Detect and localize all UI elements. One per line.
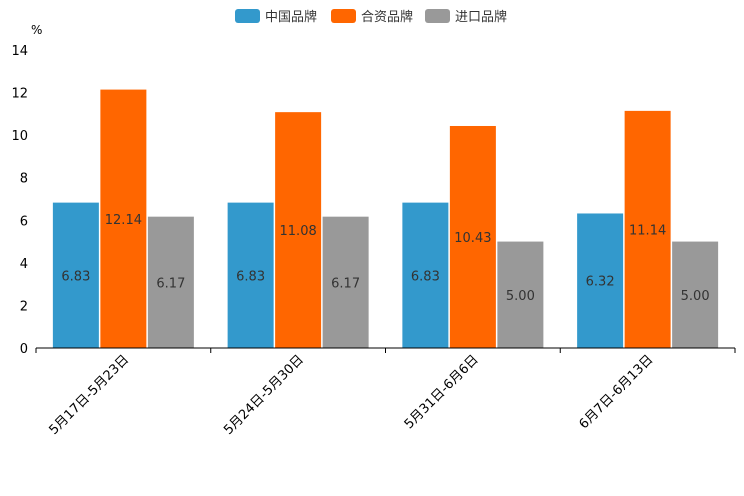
bar <box>577 213 624 348</box>
data-label: 5.00 <box>681 289 710 304</box>
x-category-label: 5月24日-5月30日 <box>221 352 307 438</box>
legend-label-1: 中国品牌 <box>265 9 317 25</box>
data-label: 5.00 <box>506 289 535 304</box>
data-label: 11.08 <box>280 224 317 239</box>
bar <box>624 110 671 349</box>
data-label: 6.83 <box>236 269 265 284</box>
data-label: 6.17 <box>331 276 360 291</box>
data-label: 12.14 <box>105 213 142 228</box>
bar <box>672 241 719 348</box>
bar <box>322 216 369 348</box>
data-label: 10.43 <box>454 231 491 246</box>
y-tick-label: 4 <box>20 257 28 272</box>
data-label: 6.32 <box>586 275 615 290</box>
bar <box>100 89 147 348</box>
bar <box>227 202 274 348</box>
legend-label-3: 进口品牌 <box>455 9 507 25</box>
x-category-label: 5月31日-6月6日 <box>402 352 482 432</box>
bar <box>402 202 449 348</box>
y-tick-label: 6 <box>20 214 28 229</box>
legend-swatch-1 <box>235 9 260 23</box>
y-tick-label: 10 <box>11 129 28 144</box>
x-category-label: 6月7日-6月13日 <box>577 352 657 432</box>
y-tick-label: 8 <box>20 172 28 187</box>
y-tick-label: 0 <box>20 342 28 357</box>
data-label: 6.17 <box>156 276 185 291</box>
bar <box>449 125 496 349</box>
bar <box>275 112 322 348</box>
data-label: 6.83 <box>61 269 90 284</box>
bar <box>497 241 544 348</box>
legend-swatch-3 <box>425 9 450 23</box>
legend-label-2: 合资品牌 <box>361 9 413 25</box>
y-tick-label: 2 <box>20 299 28 314</box>
data-label: 11.14 <box>629 223 666 238</box>
bar <box>52 202 99 348</box>
legend-swatch-2 <box>331 9 356 23</box>
bar <box>147 216 194 348</box>
x-category-label: 5月17日-5月23日 <box>46 352 132 438</box>
data-label: 6.83 <box>411 269 440 284</box>
y-unit-label: % <box>31 23 42 37</box>
y-tick-label: 12 <box>11 87 28 102</box>
y-tick-label: 14 <box>11 44 28 59</box>
